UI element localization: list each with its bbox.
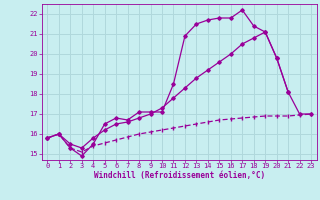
X-axis label: Windchill (Refroidissement éolien,°C): Windchill (Refroidissement éolien,°C) xyxy=(94,171,265,180)
